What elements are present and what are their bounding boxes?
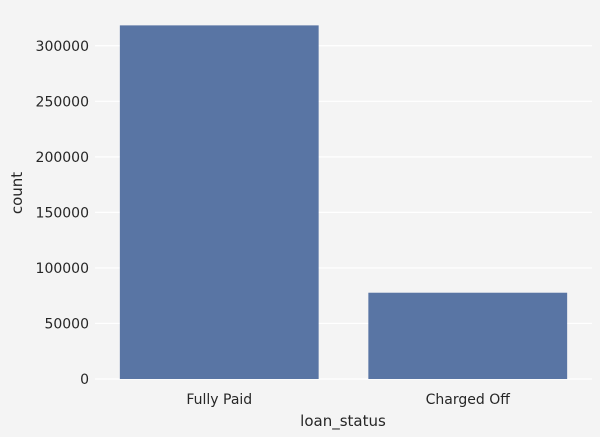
y-axis-ticks: 0 50000 100000 150000 200000 250000 300000 [36,39,89,388]
y-tick-label: 300000 [36,39,89,55]
x-tick-label: Fully Paid [186,392,252,408]
y-tick-label: 50000 [44,316,89,332]
y-axis-label: count [8,172,26,214]
x-tick-label: Charged Off [426,392,511,408]
x-axis-label: loan_status [300,412,386,431]
bar-charged-off [368,292,568,379]
y-tick-label: 150000 [36,205,89,221]
y-tick-label: 250000 [36,94,89,110]
bars [119,25,568,379]
y-tick-label: 0 [80,372,89,388]
y-tick-label: 200000 [36,150,89,166]
y-tick-label: 100000 [36,261,89,277]
bar-fully-paid [119,25,319,379]
x-axis-ticks: Fully Paid Charged Off [186,392,510,408]
